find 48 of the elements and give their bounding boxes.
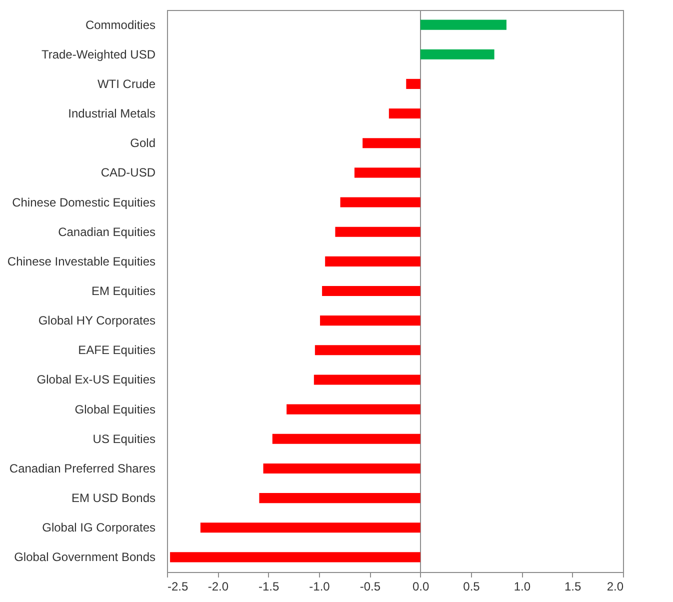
y-tick-label: Global IG Corporates [42, 520, 156, 535]
y-tick-label: Gold [130, 136, 156, 150]
y-tick-label: WTI Crude [97, 76, 156, 91]
bar [420, 49, 494, 60]
bar [259, 493, 420, 504]
x-tick-label: -0.5 [360, 580, 381, 594]
bar [314, 345, 420, 356]
y-tick-label: Commodities [85, 18, 156, 32]
y-tick-label: US Equities [92, 432, 156, 446]
x-tick-label: 1.0 [514, 580, 531, 594]
bar [406, 78, 420, 89]
y-tick-label: EM Equities [91, 284, 156, 298]
bar [314, 374, 420, 385]
bar [420, 20, 506, 30]
y-tick-label: CAD-USD [100, 166, 156, 180]
x-tick-label: -1.5 [258, 580, 280, 594]
y-tick-label: Chinese Domestic Equities [12, 195, 156, 210]
x-tick-label: -1.0 [309, 580, 330, 594]
y-tick-label: Canadian Equities [58, 224, 156, 239]
y-tick-label: Chinese Investable Equities [7, 254, 156, 268]
bar [388, 108, 420, 119]
bar [340, 197, 420, 208]
bar [335, 226, 420, 237]
y-tick-label: Trade-Weighted USD [41, 47, 156, 62]
x-tick-label: -2.5 [168, 580, 189, 594]
y-tick-label: Global Equities [74, 402, 156, 416]
bar [286, 404, 420, 414]
bar [322, 286, 420, 296]
y-tick-label: EAFE Equities [78, 343, 156, 358]
bar [272, 434, 420, 444]
y-tick-label: Global Government Bonds [14, 550, 156, 564]
y-tick-label: Canadian Preferred Shares [9, 461, 156, 476]
bar [200, 522, 420, 533]
y-tick-label: Global Ex-US Equities [36, 372, 156, 387]
x-tick-label: 1.5 [564, 580, 582, 594]
bar [170, 552, 420, 562]
bar [354, 168, 420, 178]
bar [320, 316, 420, 326]
x-tick-label: -2.0 [208, 580, 229, 594]
bar [362, 138, 420, 148]
x-tick-label: 0.0 [412, 580, 430, 594]
y-tick-label: Global HY Corporates [38, 314, 156, 328]
x-tick-label: 0.5 [463, 580, 480, 594]
y-tick-label: EM USD Bonds [71, 491, 156, 506]
bar [325, 256, 420, 266]
y-tick-label: Industrial Metals [68, 106, 156, 121]
x-tick-label: 2.0 [606, 580, 624, 594]
bar [263, 463, 420, 474]
